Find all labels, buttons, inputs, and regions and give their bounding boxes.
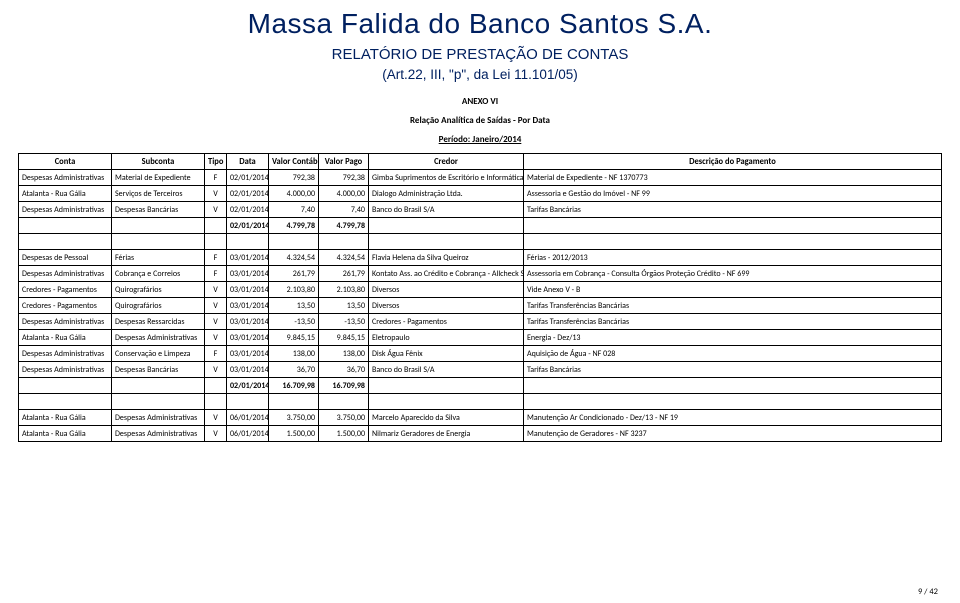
table-row: Despesas AdministrativasDespesas Bancári… [19, 202, 942, 218]
table-row: Credores - PagamentosQuirografáriosV03/0… [19, 298, 942, 314]
periodo-label: Período: Janeiro/2014 [18, 134, 942, 145]
table-row: Atalanta - Rua GáliaDespesas Administrat… [19, 410, 942, 426]
col-conta: Conta [19, 154, 112, 170]
col-data: Data [227, 154, 269, 170]
col-subconta: Subconta [112, 154, 205, 170]
report-title: RELATÓRIO DE PRESTAÇÃO DE CONTAS [18, 46, 942, 63]
table-row: 02/01/2014 Total16.709,9816.709,98 [19, 378, 942, 394]
table-row [19, 234, 942, 250]
table-row: Atalanta - Rua GáliaDespesas Administrat… [19, 330, 942, 346]
company-title: Massa Falida do Banco Santos S.A. [18, 8, 942, 40]
table-row: Despesas de PessoalFériasF03/01/20144.32… [19, 250, 942, 266]
table-row: Atalanta - Rua GáliaServiços de Terceiro… [19, 186, 942, 202]
table-row: Atalanta - Rua GáliaDespesas Administrat… [19, 426, 942, 442]
col-valor-contabil: Valor Contábil [269, 154, 319, 170]
table-row: Despesas AdministrativasDespesas Ressarc… [19, 314, 942, 330]
page-number: 9 / 42 [918, 587, 938, 597]
table-row: Despesas AdministrativasConservação e Li… [19, 346, 942, 362]
col-valor-pago: Valor Pago [319, 154, 369, 170]
table-row: Despesas AdministrativasMaterial de Expe… [19, 170, 942, 186]
transactions-table: Conta Subconta Tipo Data Valor Contábil … [18, 153, 942, 442]
col-credor: Credor [369, 154, 524, 170]
table-row: Despesas AdministrativasCobrança e Corre… [19, 266, 942, 282]
table-row [19, 394, 942, 410]
col-descricao: Descrição do Pagamento [524, 154, 942, 170]
table-header-row: Conta Subconta Tipo Data Valor Contábil … [19, 154, 942, 170]
relacao-label: Relação Analítica de Saídas - Por Data [18, 115, 942, 126]
law-ref: (Art.22, III, "p", da Lei 11.101/05) [18, 67, 942, 82]
table-row: 02/01/2014 Total4.799,784.799,78 [19, 218, 942, 234]
table-row: Credores - PagamentosQuirografáriosV03/0… [19, 282, 942, 298]
anexo-label: ANEXO VI [18, 96, 942, 107]
col-tipo: Tipo [205, 154, 227, 170]
table-row: Despesas AdministrativasDespesas Bancári… [19, 362, 942, 378]
